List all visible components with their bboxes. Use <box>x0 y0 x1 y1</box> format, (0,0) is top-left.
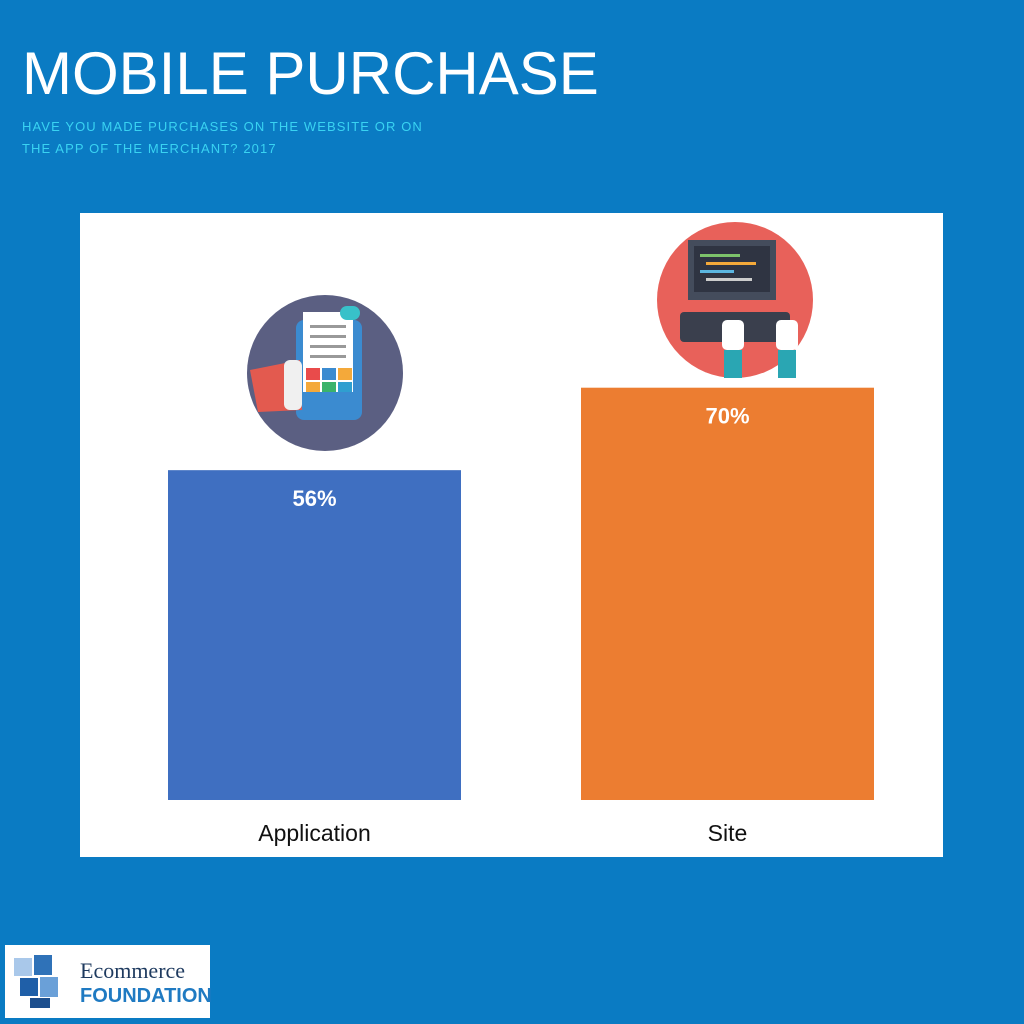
logo-text: Ecommerce <box>80 958 185 983</box>
subtitle-line: THE APP OF THE MERCHANT? 2017 <box>22 141 277 156</box>
category-label: Application <box>258 820 371 846</box>
site-icon <box>657 222 813 378</box>
value-label: 70% <box>705 404 749 429</box>
subtitle-line: HAVE YOU MADE PURCHASES ON THE WEBSITE O… <box>22 119 423 134</box>
bar <box>581 387 874 800</box>
chart-title: MOBILE PURCHASE <box>22 40 599 107</box>
bars: 56% Application 70% Site <box>168 387 874 846</box>
category-label: Site <box>708 820 748 846</box>
app-icon <box>247 295 403 451</box>
bar <box>168 470 461 800</box>
logo-text: FOUNDATION <box>80 985 212 1007</box>
logo: Ecommerce FOUNDATION <box>5 945 212 1018</box>
value-label: 56% <box>292 486 336 511</box>
